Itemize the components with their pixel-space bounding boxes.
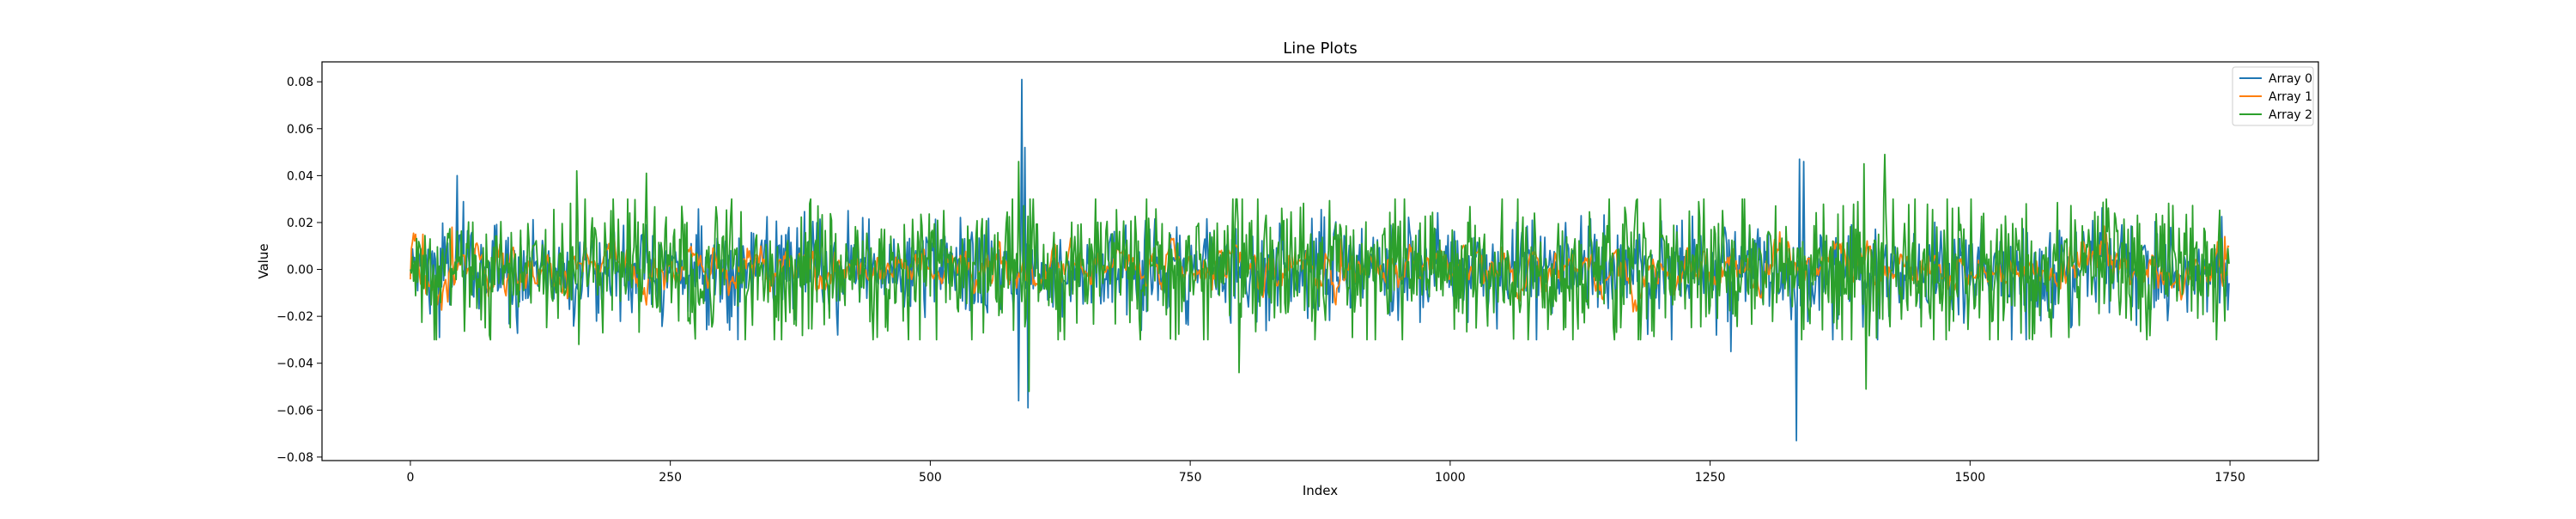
y-tick-label: −0.08: [276, 451, 313, 465]
x-tick-label: 1750: [2215, 471, 2245, 485]
y-tick-label: 0.08: [287, 76, 313, 89]
legend-label: Array 1: [2269, 90, 2312, 104]
legend-label: Array 0: [2269, 72, 2312, 86]
y-tick-label: −0.02: [276, 310, 313, 324]
series-line-2: [410, 153, 2230, 393]
legend-box: [2232, 66, 2314, 126]
x-tick-label: 0: [406, 471, 414, 485]
x-axis-label: Index: [1303, 483, 1338, 498]
x-tick-label: 1250: [1695, 471, 1726, 485]
series-layer: [410, 78, 2230, 442]
y-tick-label: −0.06: [276, 404, 313, 418]
legend: Array 0 Array 1 Array 2: [2232, 66, 2314, 126]
y-tick-label: 0.02: [287, 217, 313, 230]
y-tick-label: 0.06: [287, 123, 313, 137]
plot-frame: [321, 61, 2319, 461]
chart-title: Line Plots: [1283, 40, 1358, 58]
x-axis: 0 250 500 750 1000 1250 1500 1750: [406, 461, 2245, 485]
y-axis: −0.08 −0.06 −0.04 −0.02 0.00 0.02 0.04 0.06 0.08: [276, 76, 322, 465]
y-tick-label: −0.04: [276, 357, 313, 371]
legend-label: Array 2: [2269, 108, 2312, 122]
y-axis-label: Value: [256, 243, 271, 278]
y-tick-label: 0.04: [287, 169, 313, 183]
x-tick-label: 750: [1179, 471, 1202, 485]
x-tick-label: 500: [919, 471, 942, 485]
x-tick-label: 1000: [1435, 471, 1466, 485]
x-tick-label: 1500: [1955, 471, 1986, 485]
y-tick-label: 0.00: [287, 264, 313, 278]
x-tick-label: 250: [659, 471, 682, 485]
